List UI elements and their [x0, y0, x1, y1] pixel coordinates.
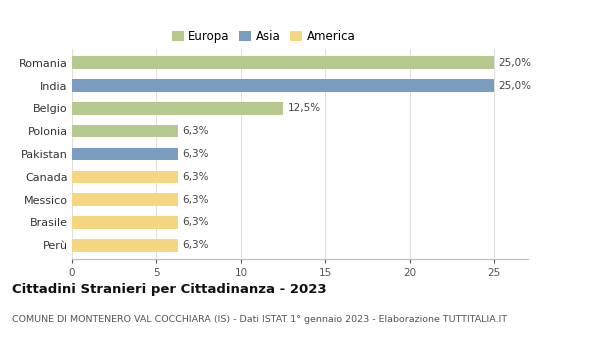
Text: 6,3%: 6,3% — [182, 195, 209, 205]
Text: 25,0%: 25,0% — [499, 58, 532, 68]
Bar — [72, 56, 494, 69]
Bar — [72, 79, 494, 92]
Bar — [72, 216, 178, 229]
Bar — [72, 239, 178, 252]
Text: 25,0%: 25,0% — [499, 80, 532, 91]
Text: 6,3%: 6,3% — [182, 217, 209, 228]
Bar — [72, 102, 283, 115]
Text: 12,5%: 12,5% — [287, 103, 320, 113]
Text: 6,3%: 6,3% — [182, 172, 209, 182]
Bar — [72, 170, 178, 183]
Text: 6,3%: 6,3% — [182, 149, 209, 159]
Bar — [72, 125, 178, 138]
Text: Cittadini Stranieri per Cittadinanza - 2023: Cittadini Stranieri per Cittadinanza - 2… — [12, 284, 326, 296]
Text: COMUNE DI MONTENERO VAL COCCHIARA (IS) - Dati ISTAT 1° gennaio 2023 - Elaborazio: COMUNE DI MONTENERO VAL COCCHIARA (IS) -… — [12, 315, 507, 324]
Legend: Europa, Asia, America: Europa, Asia, America — [169, 28, 358, 46]
Text: 6,3%: 6,3% — [182, 126, 209, 136]
Bar — [72, 148, 178, 160]
Bar — [72, 193, 178, 206]
Text: 6,3%: 6,3% — [182, 240, 209, 250]
